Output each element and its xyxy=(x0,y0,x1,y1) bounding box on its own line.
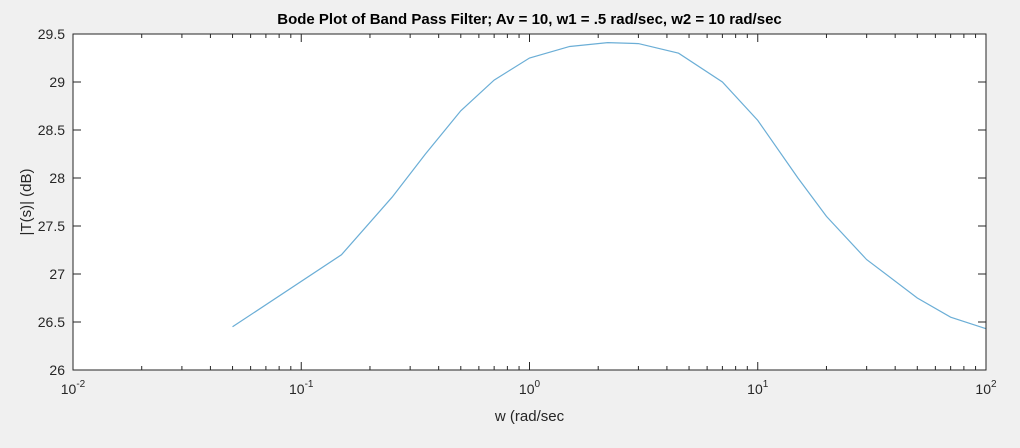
y-tick-label: 26 xyxy=(49,362,65,378)
y-tick-label: 29.5 xyxy=(38,26,65,42)
x-tick-label: 100 xyxy=(519,379,541,397)
x-tick-label: 102 xyxy=(975,379,997,397)
minor-ticks xyxy=(141,34,977,370)
chart-title: Bode Plot of Band Pass Filter; Av = 10, … xyxy=(277,11,782,28)
x-tick-label-base: 10 xyxy=(519,381,535,397)
x-tick-label-exponent: 0 xyxy=(535,379,541,390)
series-line xyxy=(232,42,987,330)
x-tick-label-base: 10 xyxy=(975,381,991,397)
x-tick-label-base: 10 xyxy=(61,381,77,397)
x-tick-label-exponent: 2 xyxy=(991,379,997,390)
y-tick-label: 27 xyxy=(49,266,65,282)
y-tick-label: 26.5 xyxy=(38,314,65,330)
x-tick-labels: 10-2 10-1 100 101 102 xyxy=(61,379,997,397)
x-tick-label-exponent: -2 xyxy=(76,379,85,390)
y-tick-label: 28.5 xyxy=(38,122,65,138)
plot-area-border xyxy=(72,33,987,371)
x-tick-label: 10-1 xyxy=(289,379,314,397)
x-tick-label-base: 10 xyxy=(289,381,305,397)
x-tick-label-base: 10 xyxy=(747,381,763,397)
y-tick-label: 27.5 xyxy=(38,218,65,234)
y-axis-title: |T(s)| (dB) xyxy=(18,169,35,236)
x-tick-label: 101 xyxy=(747,379,769,397)
x-tick-label: 10-2 xyxy=(61,379,86,397)
y-tick-label: 29 xyxy=(49,74,65,90)
y-tick-label: 28 xyxy=(49,170,65,186)
x-axis-title: w (rad/sec xyxy=(494,408,565,425)
x-tick-label-exponent: -1 xyxy=(305,379,314,390)
plot-area xyxy=(73,34,986,370)
x-tick-label-exponent: 1 xyxy=(763,379,769,390)
y-tick-labels: 26 26.5 27 27.5 28 28.5 29 29.5 xyxy=(38,26,65,378)
